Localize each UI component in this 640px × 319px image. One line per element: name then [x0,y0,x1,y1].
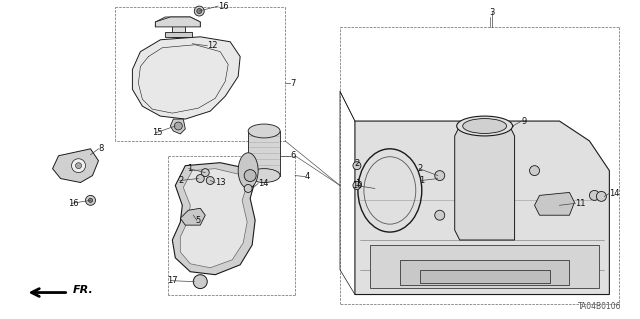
Polygon shape [132,37,240,119]
Text: 14: 14 [258,179,269,188]
Circle shape [193,275,207,289]
Circle shape [596,191,606,201]
Circle shape [201,169,209,176]
Polygon shape [172,17,186,37]
Polygon shape [180,208,205,225]
Circle shape [196,9,202,13]
Text: 4: 4 [305,172,310,181]
Text: 11: 11 [575,199,586,208]
Text: 16: 16 [68,199,79,208]
Ellipse shape [238,153,258,189]
Circle shape [529,166,540,175]
Text: 6: 6 [290,151,296,160]
Polygon shape [165,32,192,37]
Polygon shape [180,169,247,268]
Text: 5: 5 [195,216,200,225]
Circle shape [437,213,442,218]
Circle shape [246,187,250,190]
Circle shape [244,170,256,182]
Text: 1: 1 [420,176,425,185]
Text: 1: 1 [187,164,192,173]
Text: 15: 15 [152,129,163,137]
Circle shape [86,196,95,205]
Polygon shape [370,245,600,288]
Polygon shape [534,192,575,215]
Polygon shape [248,131,280,175]
Circle shape [247,173,253,179]
Circle shape [435,210,445,220]
Ellipse shape [248,169,280,182]
Circle shape [592,193,597,198]
Circle shape [72,159,86,173]
Circle shape [353,162,361,170]
Circle shape [88,198,93,202]
Circle shape [244,184,252,192]
Text: 7: 7 [290,79,296,88]
Ellipse shape [457,116,513,136]
Text: 8: 8 [99,144,104,153]
Circle shape [355,183,359,188]
Circle shape [435,171,445,181]
Polygon shape [172,163,255,275]
Circle shape [174,122,182,130]
Text: 17: 17 [166,276,177,285]
Polygon shape [400,260,570,285]
Polygon shape [355,121,609,294]
Polygon shape [156,17,200,27]
Polygon shape [52,149,99,182]
Circle shape [196,174,204,182]
Circle shape [76,163,81,169]
Text: 13: 13 [215,178,226,187]
Text: 9: 9 [522,116,527,126]
Circle shape [206,176,214,184]
Ellipse shape [463,119,507,133]
Ellipse shape [248,124,280,138]
Text: 3: 3 [489,8,494,17]
Circle shape [437,173,442,178]
Text: 2: 2 [355,159,360,168]
Text: 1: 1 [355,179,360,188]
Text: 2: 2 [417,164,423,173]
Circle shape [353,182,361,189]
Text: 10: 10 [353,181,363,190]
Text: 14: 14 [609,189,620,198]
Text: 2: 2 [178,176,183,185]
Polygon shape [454,126,515,240]
Text: 16: 16 [218,2,229,11]
Circle shape [355,164,359,168]
Text: 12: 12 [207,41,218,50]
Circle shape [589,190,600,200]
Circle shape [195,6,204,16]
Circle shape [599,194,604,199]
Circle shape [196,278,204,285]
Polygon shape [170,119,186,134]
Text: FR.: FR. [72,285,93,294]
Text: TA04B0106: TA04B0106 [578,302,621,311]
Polygon shape [420,270,550,283]
Circle shape [532,168,537,173]
